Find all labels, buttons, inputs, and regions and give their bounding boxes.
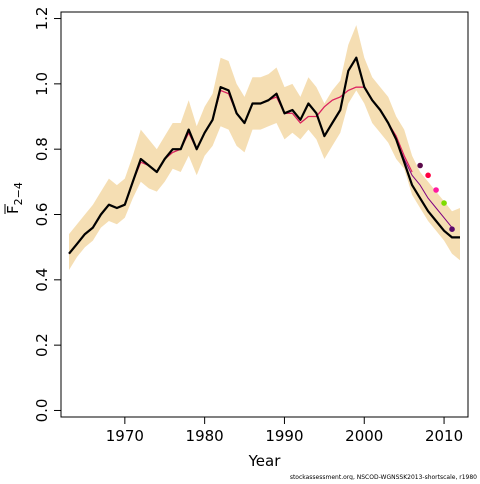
x-tick-label-0: 1970 bbox=[106, 427, 144, 445]
y-tick-label-2: 0.4 bbox=[33, 268, 51, 292]
confidence-band bbox=[69, 25, 460, 270]
retro-point-4 bbox=[449, 226, 455, 232]
series-line-0 bbox=[68, 56, 460, 255]
footnote: stockassessment.org, NSCOD-WGNSSK2013-sh… bbox=[290, 474, 477, 480]
retro-point-1 bbox=[425, 172, 431, 179]
retro-point-3 bbox=[441, 200, 447, 206]
y-tick-label-5: 1.0 bbox=[33, 72, 51, 96]
y-axis-title-text: F2−4 bbox=[4, 182, 25, 214]
x-tick-label-4: 2010 bbox=[425, 427, 463, 445]
x-axis-title: Year bbox=[248, 452, 282, 470]
y-tick-label-0: 0.0 bbox=[33, 399, 51, 423]
x-tick-label-1: 1980 bbox=[186, 427, 224, 445]
x-tick-label-3: 2000 bbox=[345, 427, 383, 445]
retro-point-2 bbox=[433, 187, 439, 193]
y-tick-label-6: 1.2 bbox=[33, 7, 51, 31]
y-tick-label-4: 0.8 bbox=[33, 137, 51, 161]
y-tick-label-1: 0.2 bbox=[33, 333, 51, 357]
y-axis-title: F2−4 bbox=[4, 182, 25, 214]
x-tick-label-2: 1990 bbox=[265, 427, 303, 445]
retro-point-0 bbox=[417, 162, 423, 169]
y-tick-label-3: 0.6 bbox=[33, 203, 51, 227]
